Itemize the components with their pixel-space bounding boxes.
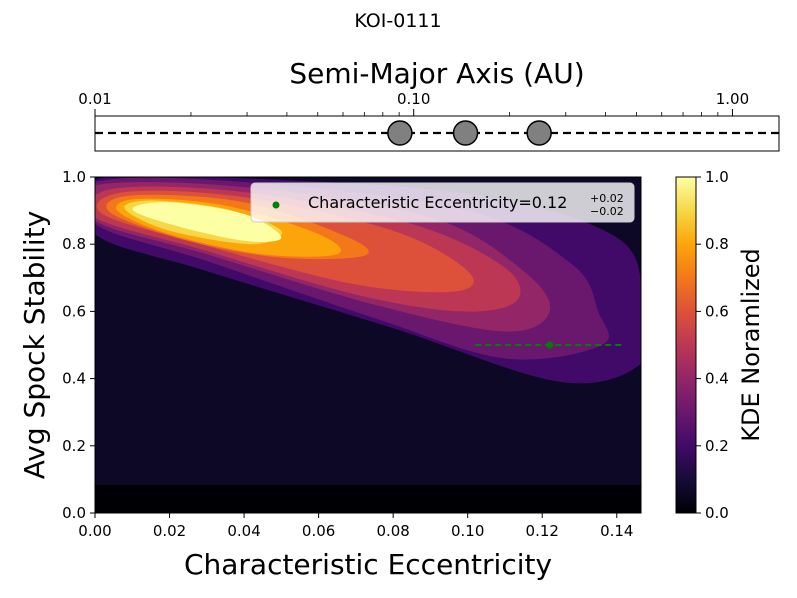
x-tick-label: 0.10 [451, 522, 484, 540]
legend-sup: +0.02 [590, 192, 624, 205]
colorbar-tick-label: 0.2 [705, 437, 729, 455]
colorbar-tick-label: 0.6 [705, 302, 729, 320]
kde-plot: Characteristic Eccentricity=0.12 +0.02 −… [18, 168, 642, 581]
orbit-tick-label: 1.00 [716, 90, 749, 108]
y-axis-label: Avg Spock Stability [18, 211, 51, 480]
orbit-panel: Semi-Major Axis (AU) 0.01 0.10 1.00 [78, 57, 780, 152]
x-tick-label: 0.06 [302, 522, 335, 540]
low-density-band [95, 485, 641, 513]
colorbar-tick-label: 0.0 [705, 504, 729, 522]
figure-title: KOI-0111 [354, 10, 441, 32]
orbit-planets [387, 120, 552, 146]
colorbar-gradient [675, 176, 697, 514]
y-tick-label: 0.4 [62, 370, 86, 388]
x-axis-label: Characteristic Eccentricity [184, 548, 552, 581]
x-tick-label: 0.08 [376, 522, 409, 540]
x-tick-label: 0.04 [227, 522, 260, 540]
orbit-panel-frame [94, 115, 780, 152]
planet-marker [452, 120, 479, 146]
colorbar-tick-label: 0.4 [705, 370, 729, 388]
y-tick-label: 0.6 [62, 302, 86, 320]
y-tick-label: 0.2 [62, 437, 86, 455]
eccentricity-point [546, 341, 554, 349]
kde-level-0.9 [132, 202, 282, 242]
legend: Characteristic Eccentricity=0.12 +0.02 −… [250, 182, 635, 223]
y-ticks: 0.0 0.2 0.4 0.6 0.8 1.0 [62, 168, 95, 522]
legend-marker [272, 201, 280, 209]
x-ticks: 0.00 0.02 0.04 0.06 0.08 0.10 0.12 0.14 [78, 513, 633, 540]
legend-label: Characteristic Eccentricity=0.12 [308, 193, 567, 212]
colorbar: 0.0 0.2 0.4 0.6 0.8 1.0 KDE Noramlized [675, 168, 765, 522]
orbit-tick-label: 0.01 [78, 90, 111, 108]
planet-marker [387, 120, 413, 146]
x-tick-label: 0.02 [153, 522, 186, 540]
orbit-tick-label: 0.10 [397, 90, 430, 108]
orbit-axis-label: Semi-Major Axis (AU) [289, 57, 584, 90]
kde-contours [95, 177, 641, 384]
orbit-ticks: 0.01 0.10 1.00 [78, 90, 749, 116]
legend-box [250, 182, 635, 223]
planet-marker [526, 120, 552, 146]
y-tick-label: 0.0 [62, 504, 86, 522]
colorbar-ticks: 0.0 0.2 0.4 0.6 0.8 1.0 [696, 168, 729, 522]
y-tick-label: 0.8 [62, 235, 86, 253]
legend-text: Characteristic Eccentricity=0.12 [308, 193, 567, 212]
plot-frame [94, 176, 642, 514]
y-tick-label: 1.0 [62, 168, 86, 186]
x-tick-label: 0.00 [78, 522, 111, 540]
eccentricity-estimate [475, 341, 625, 349]
colorbar-tick-label: 1.0 [705, 168, 729, 186]
x-tick-label: 0.14 [600, 522, 633, 540]
colorbar-tick-label: 0.8 [705, 235, 729, 253]
colorbar-label: KDE Noramlized [737, 248, 765, 442]
legend-sub: −0.02 [590, 205, 624, 218]
x-tick-label: 0.12 [526, 522, 559, 540]
